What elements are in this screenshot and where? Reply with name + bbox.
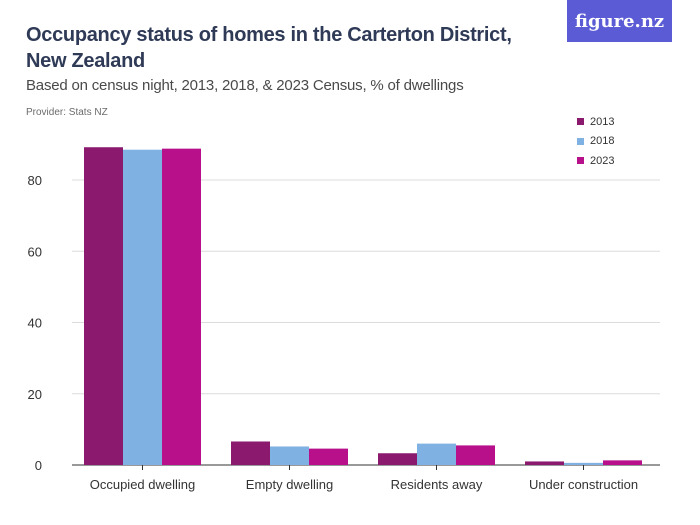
bar-2013 — [525, 461, 564, 465]
legend-item-2018: 2018 — [577, 132, 614, 152]
x-tick-label: Under construction — [529, 477, 638, 492]
provider-note: Provider: Stats NZ — [26, 107, 108, 118]
legend-label-2013: 2013 — [590, 115, 615, 128]
x-tick-label: Residents away — [391, 477, 483, 492]
y-tick-label: 20 — [28, 387, 42, 402]
y-tick-label: 0 — [35, 458, 42, 473]
chart-subtitle: Based on census night, 2013, 2018, & 202… — [26, 77, 464, 94]
legend-item-2013: 2013 — [577, 112, 614, 132]
legend-label-2018: 2018 — [590, 135, 615, 148]
legend-swatch-2018 — [577, 137, 584, 145]
bar-2018 — [564, 462, 603, 465]
bar-2013 — [378, 453, 417, 465]
x-tick-label: Occupied dwelling — [90, 477, 196, 492]
y-tick-label: 40 — [28, 316, 42, 331]
bar-2023 — [603, 460, 642, 465]
figure-nz-logo[interactable]: figure.nz — [567, 0, 672, 42]
legend-swatch-2023 — [577, 157, 584, 165]
bar-2023 — [162, 148, 201, 465]
bar-2013 — [84, 147, 123, 465]
legend-swatch-2013 — [577, 118, 584, 126]
x-tick-label: Empty dwelling — [246, 477, 333, 492]
y-tick-label: 60 — [28, 244, 42, 259]
legend: 2013 2018 2023 — [577, 112, 614, 171]
bar-2023 — [456, 445, 495, 465]
bar-2018 — [417, 443, 456, 465]
bar-2023 — [309, 448, 348, 465]
chart-title: Occupancy status of homes in the Cartert… — [26, 24, 512, 72]
y-tick-label: 80 — [28, 173, 42, 188]
legend-item-2023: 2023 — [577, 151, 614, 171]
bar-2018 — [123, 149, 162, 465]
bar-2018 — [270, 446, 309, 465]
legend-label-2023: 2023 — [590, 154, 615, 167]
bar-2013 — [231, 441, 270, 465]
